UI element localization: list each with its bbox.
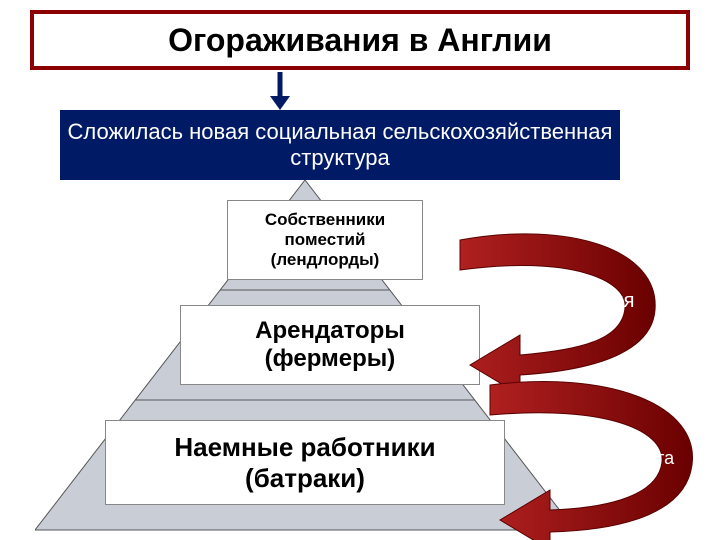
arrow-land-icon (460, 234, 655, 395)
subtitle-text: Сложилась новая социальная сельскохозяйс… (62, 119, 618, 172)
label-land: Земля (575, 290, 634, 313)
title-box: Огораживания в Англии (30, 10, 690, 70)
pyramid-layer-top: Собственники поместий (лендлорды) (227, 200, 423, 280)
label-wage: Зараб. плата (565, 448, 674, 469)
layer1-line1: Собственники (265, 210, 385, 230)
layer2-line1: Арендаторы (255, 317, 405, 345)
layer2-line2: (фермеры) (255, 345, 405, 373)
curved-arrows (430, 190, 720, 540)
arrow-down-icon (260, 72, 300, 112)
layer3-line2: (батраки) (174, 463, 435, 494)
layer3-line1: Наемные работники (174, 432, 435, 463)
layer1-line2: поместий (265, 230, 385, 250)
title-text: Огораживания в Англии (168, 22, 552, 59)
layer1-line3: (лендлорды) (265, 250, 385, 270)
subtitle-box: Сложилась новая социальная сельскохозяйс… (60, 110, 620, 180)
